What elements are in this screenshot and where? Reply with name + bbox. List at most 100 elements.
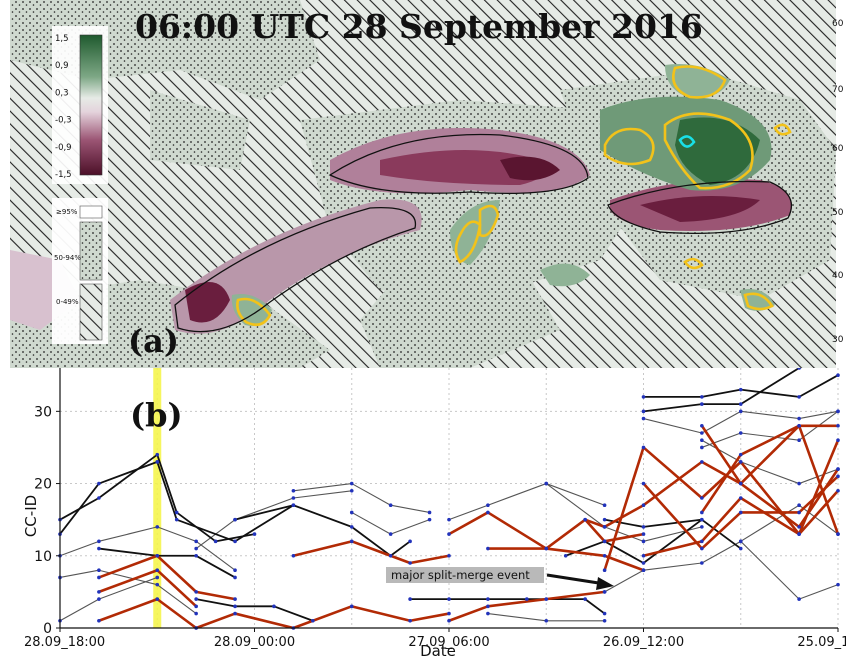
- series-line-black: [195, 598, 314, 622]
- data-point: [641, 539, 646, 544]
- data-point: [700, 402, 704, 406]
- data-point: [233, 517, 237, 522]
- data-point: [602, 618, 607, 623]
- data-point: [700, 438, 704, 443]
- colorbar-tick-label: -1,5: [55, 170, 72, 180]
- data-point: [544, 481, 549, 486]
- x-tick-label: 26.09_12:00: [603, 635, 684, 650]
- series-line-gray: [293, 483, 430, 513]
- data-point: [447, 553, 451, 558]
- data-point: [641, 568, 646, 573]
- data-point: [97, 481, 101, 486]
- data-point: [97, 539, 101, 544]
- data-point: [700, 395, 704, 399]
- data-point: [797, 481, 801, 486]
- hatch-legend-label-high: ≥95%: [56, 208, 78, 216]
- data-point: [447, 517, 451, 522]
- data-point: [291, 553, 296, 558]
- data-point: [641, 561, 646, 565]
- data-point: [174, 510, 179, 515]
- data-point: [797, 423, 801, 428]
- data-point: [700, 525, 704, 529]
- data-point: [641, 445, 646, 450]
- data-point: [97, 590, 101, 594]
- data-point: [408, 539, 412, 544]
- series-line-gray: [59, 569, 197, 614]
- data-point: [388, 532, 393, 536]
- data-point: [408, 561, 412, 565]
- data-point: [349, 481, 354, 486]
- annotation-arrow: [546, 573, 606, 586]
- data-point: [797, 438, 801, 443]
- data-point: [525, 597, 529, 601]
- series-line-black: [59, 453, 255, 543]
- data-point: [427, 517, 432, 522]
- lat-tick: 60: [832, 144, 844, 154]
- data-point: [797, 395, 801, 399]
- series-line-black: [156, 461, 294, 543]
- data-point: [836, 467, 840, 471]
- data-point: [447, 618, 451, 623]
- x-tick-label: 27.09_06:00: [408, 635, 489, 650]
- data-point: [700, 539, 704, 544]
- data-point: [602, 517, 607, 522]
- data-point: [155, 597, 160, 601]
- data-point: [563, 553, 568, 558]
- data-point: [486, 546, 490, 551]
- series-line-gray: [604, 540, 839, 600]
- data-point: [233, 539, 237, 544]
- data-point: [797, 597, 801, 601]
- data-point: [155, 582, 160, 587]
- data-point: [641, 481, 646, 486]
- y-tick-label: 20: [34, 477, 52, 493]
- data-point: [544, 597, 549, 601]
- data-point: [641, 553, 646, 558]
- data-point: [233, 575, 237, 580]
- series-line-black: [98, 547, 236, 579]
- series-line-red: [448, 590, 605, 622]
- data-point: [700, 431, 704, 435]
- data-point: [97, 496, 101, 500]
- data-point: [155, 553, 160, 558]
- data-point: [194, 553, 198, 558]
- lat-tick: 70: [832, 85, 844, 95]
- data-point: [836, 409, 840, 414]
- data-point: [174, 517, 179, 522]
- data-point: [602, 590, 607, 594]
- data-point: [700, 546, 704, 551]
- data-point: [738, 496, 743, 500]
- data-point: [700, 517, 704, 522]
- data-point: [836, 373, 840, 378]
- colorbar-tick-label: 0,9: [55, 61, 69, 71]
- series-line-red: [195, 605, 450, 630]
- series-line-gray: [448, 483, 605, 521]
- hatch-legend: ≥95% 50-94% 0-49%: [52, 198, 108, 344]
- data-point: [349, 525, 354, 529]
- data-point: [194, 590, 198, 594]
- data-point: [155, 568, 160, 573]
- series-line-gray: [545, 483, 702, 542]
- lat-tick: 50: [832, 208, 844, 218]
- data-point: [836, 423, 840, 428]
- data-point: [602, 568, 607, 573]
- data-point: [700, 561, 704, 565]
- cc-id-chart: 0 10 20 30 28.09_18:00 28.09_00:00 27.09_06:00…: [22, 368, 846, 660]
- data-point: [641, 532, 646, 536]
- y-tick-label: 10: [34, 549, 52, 565]
- data-point: [349, 539, 354, 544]
- time-highlight-bar: [153, 368, 162, 628]
- colorbar-legend: 1,5 0,9 0,3 -0,3 -0,9 -1,5: [52, 26, 108, 184]
- data-point: [272, 604, 276, 609]
- data-point: [155, 525, 160, 529]
- data-point: [602, 525, 607, 529]
- data-point: [97, 546, 101, 551]
- data-point: [486, 510, 490, 515]
- map-panel: 06:00 UTC 28 September 2016 (a) 1,5 0,9 0,…: [10, 0, 844, 368]
- data-point: [836, 474, 840, 479]
- data-point: [602, 611, 607, 616]
- data-point: [349, 604, 354, 609]
- annotation-arrowhead: [596, 577, 614, 590]
- data-point: [97, 575, 101, 580]
- data-point: [836, 532, 840, 536]
- series-line-black: [410, 598, 606, 615]
